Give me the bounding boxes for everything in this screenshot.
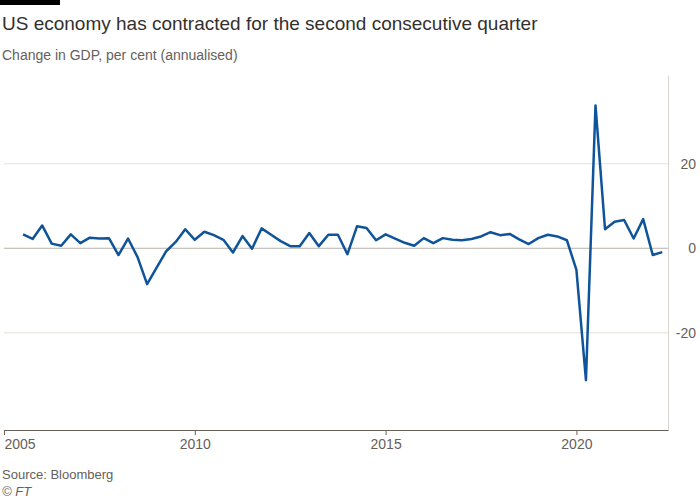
y-tick: 20 (668, 156, 696, 172)
x-tick: 2010 (180, 430, 211, 452)
x-axis-line (5, 430, 669, 431)
x-tick-label: 2020 (561, 436, 592, 452)
source: Source: Bloomberg (2, 467, 113, 482)
plot-area (23, 105, 662, 380)
y-tick: -20 (668, 325, 696, 341)
x-tick: 2005 (5, 430, 36, 452)
gdp-line (23, 105, 662, 380)
y-tick-label: 0 (688, 240, 696, 256)
x-tick-label: 2010 (180, 436, 211, 452)
x-tick-mark (195, 430, 196, 435)
x-tick-mark (386, 430, 387, 435)
x-tick: 2015 (371, 430, 402, 452)
chart: US economy has contracted for the second… (0, 0, 700, 500)
y-axis-line (668, 76, 669, 431)
header-bar (0, 0, 60, 5)
x-tick-mark (576, 430, 577, 435)
subtitle: Change in GDP, per cent (annualised) (2, 47, 238, 63)
credit: © FT (2, 484, 32, 499)
y-axis: -20 0 20 (668, 76, 696, 431)
title: US economy has contracted for the second… (2, 13, 538, 34)
x-tick-label: 2005 (5, 436, 36, 452)
grid-line (4, 163, 668, 164)
x-tick-label: 2015 (371, 436, 402, 452)
grid-line (4, 332, 668, 333)
y-tick-label: 20 (680, 156, 696, 172)
y-tick: 0 (668, 240, 696, 256)
y-tick-label: -20 (676, 325, 696, 341)
background (0, 0, 700, 500)
x-tick-mark (4, 430, 5, 435)
x-tick: 2020 (561, 430, 592, 452)
x-axis: 2005 2010 2015 2020 (5, 430, 669, 452)
